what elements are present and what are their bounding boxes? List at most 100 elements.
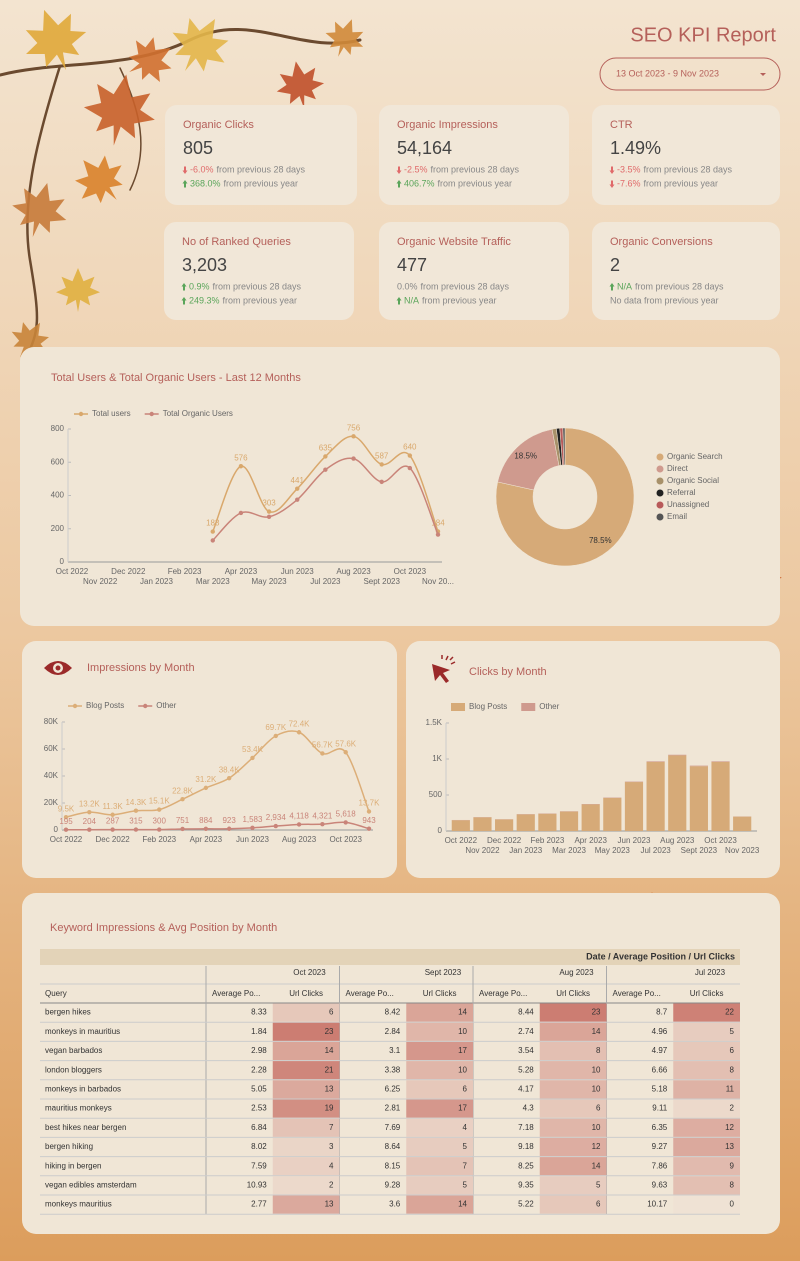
line-point <box>366 826 372 831</box>
line-point <box>87 809 92 815</box>
panel <box>20 347 780 626</box>
legend-label: Email <box>667 512 687 521</box>
line-point <box>296 822 302 827</box>
table-cell: 14 <box>458 1008 467 1017</box>
line-point <box>238 510 244 516</box>
table-cell: 5 <box>463 1142 468 1151</box>
month-header: Aug 2023 <box>559 968 594 977</box>
legend-label: Organic Social <box>667 476 719 485</box>
date-range-text[interactable]: 13 Oct 2023 - 9 Nov 2023 <box>616 68 719 78</box>
data-label: 2,934 <box>266 813 287 822</box>
x-tick-label: Oct 2023 <box>329 835 362 844</box>
legend-label: Total users <box>92 409 131 418</box>
data-label: 72.4K <box>289 719 311 728</box>
x-tick-label: May 2023 <box>252 577 288 586</box>
table-cell: 5.28 <box>518 1065 534 1074</box>
line-point <box>379 479 384 485</box>
column-header: Average Po... <box>212 989 260 998</box>
data-label: 4,321 <box>312 811 333 820</box>
heat-cell <box>406 1003 473 1022</box>
kpi-change: N/A <box>617 281 632 291</box>
donut-slice <box>495 427 635 567</box>
data-label: 18.5% <box>514 452 537 461</box>
x-tick-label: Jun 2023 <box>236 835 269 844</box>
line-point <box>180 826 185 832</box>
table-cell: 8.42 <box>385 1008 401 1017</box>
panel <box>22 641 397 878</box>
x-tick-label: Oct 2023 <box>704 836 737 845</box>
table-cell: 2.53 <box>251 1104 267 1113</box>
legend-label: Total Organic Users <box>163 409 233 418</box>
y-tick-label: 20K <box>44 798 59 807</box>
trend-arrow <box>181 297 187 305</box>
table-cell: 5 <box>463 1181 468 1190</box>
table-cell: 4.3 <box>523 1104 535 1113</box>
kpi-title: No of Ranked Queries <box>182 236 291 248</box>
line-point <box>407 465 413 471</box>
line-point <box>320 751 325 756</box>
table-cell: 8 <box>730 1181 735 1190</box>
bar <box>689 766 708 831</box>
date-range-box[interactable] <box>599 57 781 91</box>
kpi-change: -6.0% <box>190 164 214 174</box>
data-label: 53.4K <box>242 745 264 754</box>
bar <box>733 816 752 831</box>
table-cell: 6 <box>329 1008 334 1017</box>
kpi-card <box>164 222 354 320</box>
table-cell: 4 <box>329 1161 334 1170</box>
bar <box>581 804 600 831</box>
data-label: 195 <box>59 817 73 826</box>
legend-swatch <box>521 703 536 711</box>
data-label: 14.3K <box>125 798 147 807</box>
line-point <box>323 454 328 459</box>
legend-label: Other <box>156 701 176 710</box>
bar <box>624 782 644 831</box>
table-cell: 7.59 <box>251 1161 267 1170</box>
y-tick-label: 0 <box>54 825 59 834</box>
bar <box>711 761 730 762</box>
x-tick-label: Mar 2023 <box>196 577 230 586</box>
table-cell: 7 <box>463 1161 468 1170</box>
query-cell: london bloggers <box>45 1065 102 1074</box>
legend-swatch-dot <box>149 411 154 417</box>
table-cell: 12 <box>725 1123 734 1132</box>
heat-cell <box>406 1157 473 1176</box>
legend-label: Blog Posts <box>86 701 124 710</box>
x-tick-label: Jan 2023 <box>140 577 173 586</box>
table-cell: 6.66 <box>652 1065 668 1074</box>
legend-label: Direct <box>667 464 689 473</box>
heat-cell <box>272 1176 340 1195</box>
date-range-picker[interactable]: 13 Oct 2023 - 9 Nov 2023 <box>599 57 781 91</box>
table-cell: 9 <box>730 1161 735 1170</box>
heat-cell <box>539 1061 607 1080</box>
data-label: 923 <box>222 816 236 825</box>
table-cell: 3.1 <box>389 1046 401 1055</box>
table-cell: 17 <box>458 1046 467 1055</box>
heat-cell <box>272 1041 340 1061</box>
data-label: 751 <box>176 816 190 825</box>
month-header: Sept 2023 <box>425 968 462 977</box>
data-label: 11.3K <box>102 802 123 811</box>
kpi-change: -2.5% <box>404 164 428 174</box>
data-label: 635 <box>319 444 333 453</box>
line-point <box>407 453 413 458</box>
table-cell: 2.84 <box>385 1027 401 1036</box>
kpi-change: 0.0% <box>397 281 418 291</box>
month-header: Jul 2023 <box>695 968 726 977</box>
legend-swatch-dot <box>78 411 84 417</box>
heat-cell <box>406 1080 473 1099</box>
x-tick-label: Oct 2022 <box>445 836 478 845</box>
heat-cell <box>539 1176 607 1195</box>
table-header-bar <box>40 949 740 965</box>
line-point <box>435 532 441 537</box>
bar <box>516 814 535 831</box>
heat-cell <box>272 1118 340 1137</box>
dropdown-caret[interactable] <box>760 73 766 76</box>
table-cell: 9.18 <box>518 1142 534 1151</box>
heat-cell <box>539 1099 607 1118</box>
heat-cell <box>406 1137 473 1157</box>
table-cell: 5.18 <box>652 1085 668 1094</box>
heat-cell <box>539 1157 607 1176</box>
